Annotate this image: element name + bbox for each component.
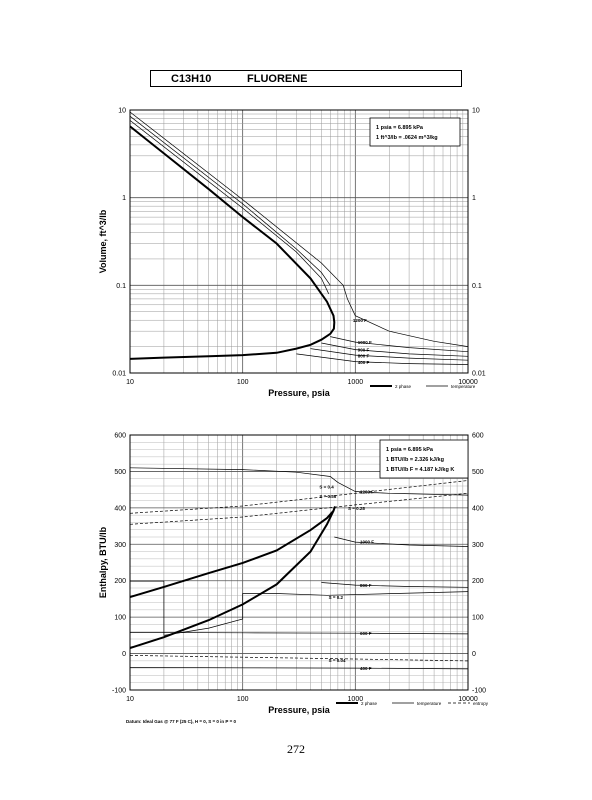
chart2-y-axis-label: Enthalpy, BTU/lb [98,526,108,598]
chart2-entropy-line-9 [129,655,469,662]
chart1-y-tick-label-left: 0.1 [116,283,126,290]
chart2-y-tick-label-left: -100 [112,688,126,695]
chart2-info-box-line: 1 psia = 6.895 kPa [386,447,434,453]
chart2-y-tick-label-right: 0 [472,651,476,658]
compound-name: FLUORENE [247,73,308,85]
chart1-y-axis-label: Volume, ft^3/lb [98,209,108,273]
chart2-y-tick-label-right: 300 [472,542,484,549]
chart2-isotherm-label: 800 F [360,583,372,588]
chart2-temperature-line-3 [321,582,469,588]
chart2-legend-label: entropy [473,701,489,706]
chart1-temperature-line-5 [321,342,469,357]
chart2-x-axis-label: Pressure, psia [268,705,331,715]
chart2-x-tick-label: 1000 [348,696,364,703]
chart2-info-box [379,439,469,479]
chart2-temperature-line-6 [130,580,469,636]
chart2-isotherm-label: 600 F [360,631,372,636]
chart1-y-tick-label-right: 0.01 [472,371,486,378]
compound-formula: C13H10 [171,73,212,85]
chart1-temperature-line-4 [330,336,469,353]
chart2-y-tick-label-left: 300 [114,542,126,549]
chart1-info-box [369,117,461,147]
chart2-entropy-label: S = 0.4 [319,484,334,489]
chart1-temperature-line-3 [129,120,330,294]
chart2-y-tick-label-right: 100 [472,615,484,622]
chart1-y-tick-label-right: 1 [472,195,476,202]
chart1-y-tick-label-right: 10 [472,108,480,115]
chart2-y-tick-label-right: 400 [472,505,484,512]
chart1-x-tick-label: 1000 [348,379,364,386]
chart2-y-tick-label-right: 500 [472,469,484,476]
chart1-temperature-line-2 [129,115,331,286]
chart2-x-tick-label: 100 [237,696,249,703]
chart1-plot-frame [129,109,469,374]
chart1-y-tick-label-left: 1 [122,195,126,202]
chart2-x-tick-label: 10000 [458,696,478,703]
chart2-y-tick-label-left: 100 [114,615,126,622]
chart1-isotherm-label: 800 F [358,354,370,359]
chart1-info-box-line: 1 ft^3/lb = .0624 m^3/kg [376,135,438,141]
chart2-y-tick-label-left: 600 [114,433,126,440]
chart2-entropy-label: S = 0.04 [329,658,346,663]
chart1-isotherm-label: 400 F [358,360,370,365]
chart1-legend-label: temperature [451,384,476,389]
chart2-legend-label: 2 phase [361,701,378,706]
chart2-y-tick-label-left: 200 [114,578,126,585]
chart1-temperature-line-1 [129,111,469,347]
chart2-two-phase-curve-0 [129,506,336,650]
chart2-temperature-line-1 [129,467,469,496]
chart2-entropy-line-8 [129,492,469,525]
chart1-isotherm-label: 1200 F [353,318,367,323]
page-number: 272 [287,742,305,756]
chart2-y-tick-label-right: 600 [472,433,484,440]
chart2-entropy-line-7 [129,480,469,514]
chart1-temperature-line-6 [310,348,469,361]
chart2-entropy-label: S = 0.36 [319,494,336,499]
chart2-isotherm-label: 1200 F [360,489,374,494]
chart2-info-box-line: 1 BTU/lb = 2.326 kJ/kg [386,457,444,463]
chart-title-box: C13H10 FLUORENE [150,70,462,87]
chart1-x-tick-label: 10 [126,379,134,386]
chart2-x-tick-label: 10 [126,696,134,703]
chart2-legend-label: temperature [417,701,442,706]
chart1-info-box-line: 1 psia = 6.895 kPa [376,125,424,131]
chart1-isotherm-label: 900 F [358,348,370,353]
chart2-y-tick-label-right: 200 [472,578,484,585]
chart1-isotherm-label: 1000 F [358,340,372,345]
chart2-y-tick-label-left: 500 [114,469,126,476]
chart1-two-phase-curve-0 [129,125,336,360]
chart2-entropy-label: S = 0.28 [348,506,365,511]
chart1-temperature-line-7 [296,353,469,365]
chart2-y-tick-label-left: 400 [114,505,126,512]
chart2-isotherm-label: 1000 F [360,540,374,545]
chart1-legend-label: 2 phase [395,384,412,389]
chart1-x-tick-label: 10000 [458,379,478,386]
chart2-y-tick-label-right: -100 [472,688,486,695]
chart2-isotherm-label: 400 F [360,666,372,671]
chart2-info-box-line: 1 BTU/lb F = 4.187 kJ/kg K [386,467,454,473]
chart2-datum-footnote: Datum: Ideal Gas @ 77 F (25 C), H = 0, S… [126,719,236,724]
chart2-temperature-line-2 [334,536,469,547]
chart2-y-tick-label-left: 0 [122,651,126,658]
chart2-plot-frame [129,434,469,691]
chart2-temperature-line-4 [129,632,469,635]
chart1-y-tick-label-right: 0.1 [472,283,482,290]
chart1-y-tick-label-left: 0.01 [112,371,126,378]
chart1-x-tick-label: 100 [237,379,249,386]
chart1-x-axis-label: Pressure, psia [268,388,331,398]
chart2-entropy-label: S = 0.2 [329,595,344,600]
chart1-y-tick-label-left: 10 [118,108,126,115]
chart2-temperature-line-5 [129,667,469,670]
